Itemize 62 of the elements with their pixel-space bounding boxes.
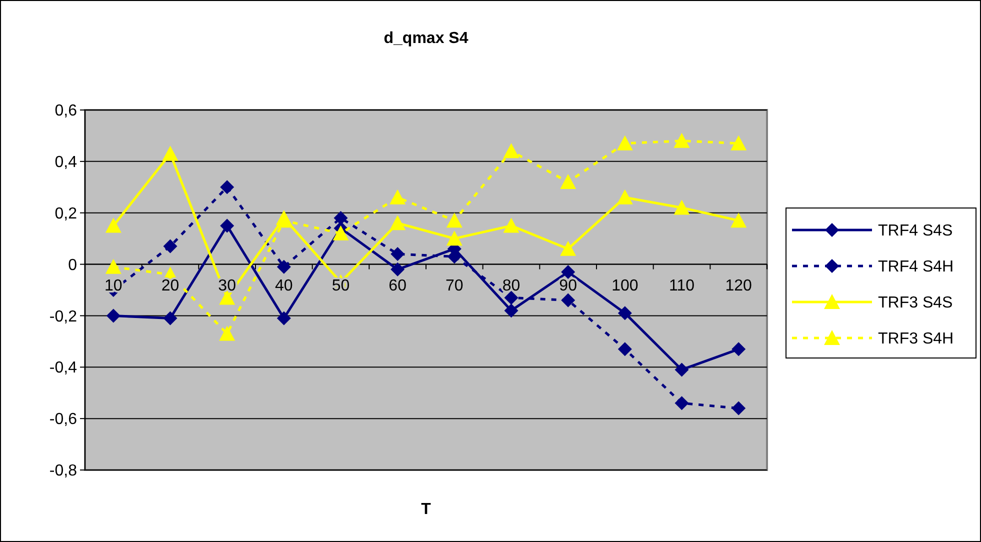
point [334,211,348,225]
y-tick-label: -0,8 [49,462,78,480]
x-tick-label: 70 [446,277,464,294]
point [561,265,576,279]
legend-label: TRF3 S4S [878,294,953,312]
legend-label: TRF3 S4H [878,330,954,348]
point [732,342,746,356]
point [276,260,291,274]
x-tick-label: 60 [388,277,407,294]
point [276,311,291,326]
x-tick-label: 20 [161,277,180,294]
point [390,215,406,230]
y-tick-label: 0 [68,256,78,274]
x-tick-label: 120 [725,277,752,294]
point [561,293,576,308]
point [332,225,349,240]
point [390,262,405,276]
point [163,239,178,254]
point [618,306,632,320]
point [560,240,576,256]
point [105,218,122,233]
legend-label: TRF4 S4S [878,222,953,240]
point [220,218,234,233]
point [390,189,406,204]
point [732,401,746,416]
point [446,230,462,246]
y-tick-label: -0,6 [49,411,78,428]
x-tick-label: 100 [612,277,638,294]
point [674,362,689,377]
x-tick-label: 110 [668,277,695,294]
chart-title: d_qmax S4 [384,30,468,47]
point [504,290,518,305]
point [730,135,747,150]
point [390,247,405,261]
point [163,311,178,326]
point [105,258,122,274]
y-tick-label: -0,2 [49,308,78,326]
point [618,342,632,356]
point [503,143,520,158]
y-tick-label: 0,6 [54,102,78,120]
point [616,135,633,150]
point [674,396,689,410]
point [730,212,747,228]
point [503,218,520,233]
point [616,189,633,204]
point [106,308,120,323]
point [219,326,236,341]
point [504,304,518,318]
point [674,132,690,148]
x-tick-label: 40 [275,277,293,294]
x-tick-label: 90 [559,277,578,294]
x-axis-title: T [421,501,432,518]
point [446,212,462,228]
y-tick-label: 0,4 [54,154,78,172]
point [162,146,178,161]
point [220,180,234,194]
point [560,174,576,189]
legend-label: TRF4 S4H [878,258,954,276]
y-tick-label: 0,2 [54,205,78,222]
y-tick-label: -0,4 [49,360,78,377]
point [674,200,690,215]
x-tick-label: 80 [502,277,520,294]
